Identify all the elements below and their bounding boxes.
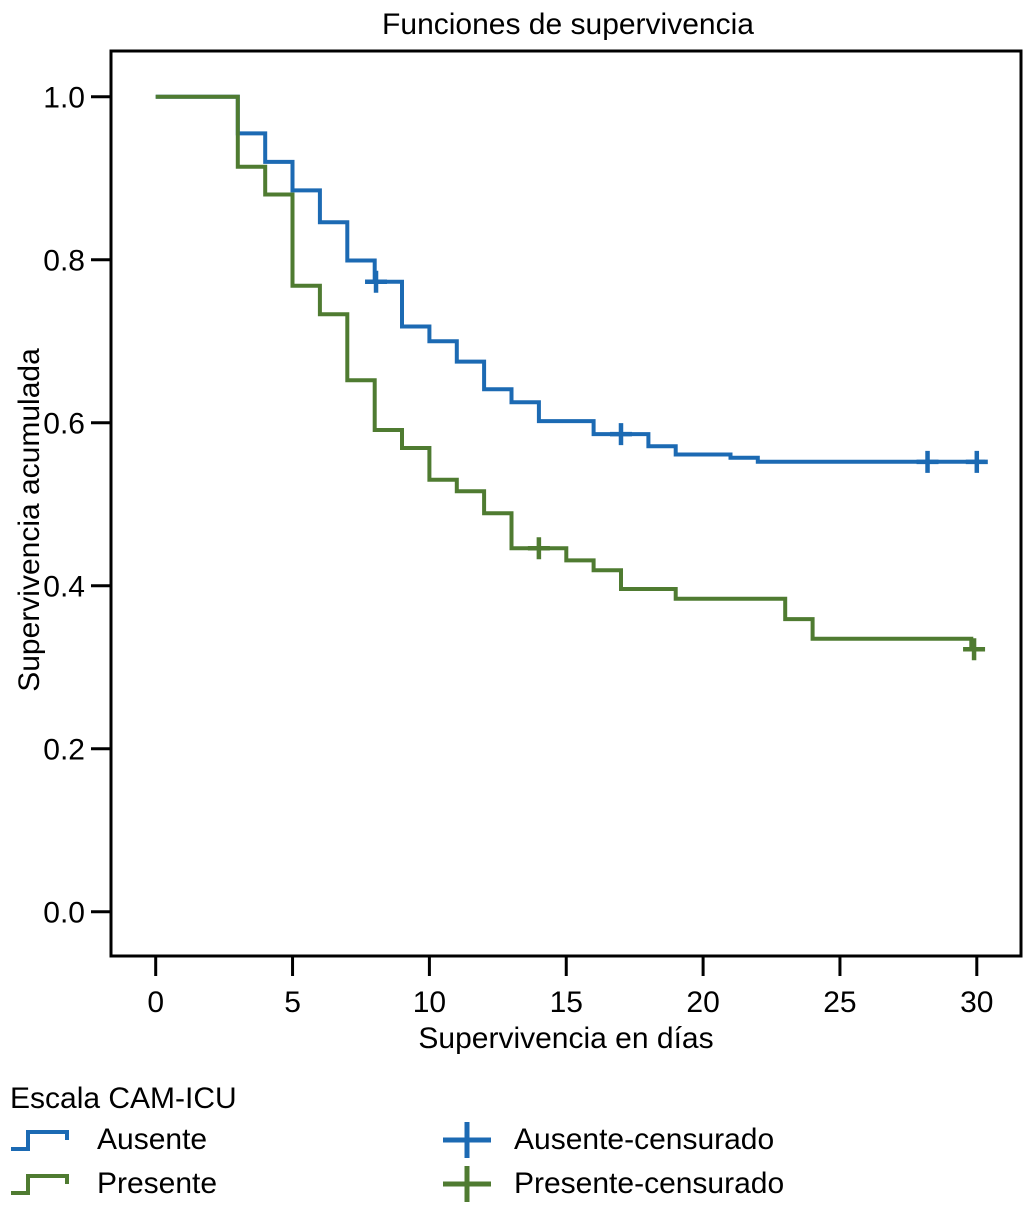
presente-line-sample [11, 1174, 69, 1195]
x-tick-label: 25 [823, 986, 856, 1019]
censor-mark-presente [963, 638, 986, 661]
step-line-icon [11, 1174, 69, 1195]
legend-label-presente-censurado: Presente-censurado [514, 1167, 785, 1200]
x-tick-label: 20 [686, 986, 719, 1019]
y-tick-label: 0.0 [43, 897, 85, 930]
censor-mark-presente [527, 537, 550, 560]
plus-censor-icon [443, 1166, 491, 1202]
y-tick-label: 0.2 [43, 734, 85, 767]
legend-row-ausente: Ausente Ausente-censurado [9, 1118, 1015, 1162]
presente-censor-sample [443, 1166, 491, 1202]
ausente-line-sample [11, 1130, 69, 1151]
y-axis-label: Supervivencia acumulada [13, 348, 46, 692]
curve-ausente [155, 94, 985, 464]
x-tick-label: 10 [413, 986, 446, 1019]
censor-mark-ausente [916, 450, 939, 473]
y-tick-label: 0.8 [43, 245, 85, 278]
ausente-censor-sample [443, 1122, 491, 1158]
plus-censor-icon [443, 1122, 491, 1158]
plot-frame [109, 49, 1023, 958]
censor-mark-ausente [609, 423, 632, 446]
legend-row-presente: Presente Presente-censurado [9, 1162, 1015, 1206]
x-tick-label: 15 [550, 986, 583, 1019]
y-tick-label: 0.6 [43, 408, 85, 441]
curve-presente [155, 94, 979, 652]
chart-title: Funciones de supervivencia [382, 8, 754, 41]
x-axis-label: Supervivencia en días [418, 1022, 714, 1055]
y-tick-label: 0.4 [43, 571, 85, 604]
legend-title: Escala CAM-ICU [10, 1082, 237, 1115]
y-tick-label: 1.0 [43, 82, 85, 115]
legend-label-ausente-censurado: Ausente-censurado [514, 1123, 775, 1156]
x-tick-label: 5 [284, 986, 301, 1019]
step-line-icon [11, 1130, 69, 1151]
x-tick-label: 0 [147, 986, 164, 1019]
km-plot: 0 5 10 15 20 25 30 0.0 0.2 0.4 0.6 0.8 1.0 [43, 49, 1023, 1019]
censor-mark-ausente [965, 450, 988, 473]
x-tick-label: 30 [960, 986, 993, 1019]
legend-label-presente: Presente [97, 1167, 218, 1200]
censor-mark-ausente [365, 270, 388, 293]
legend-label-ausente: Ausente [97, 1123, 208, 1156]
